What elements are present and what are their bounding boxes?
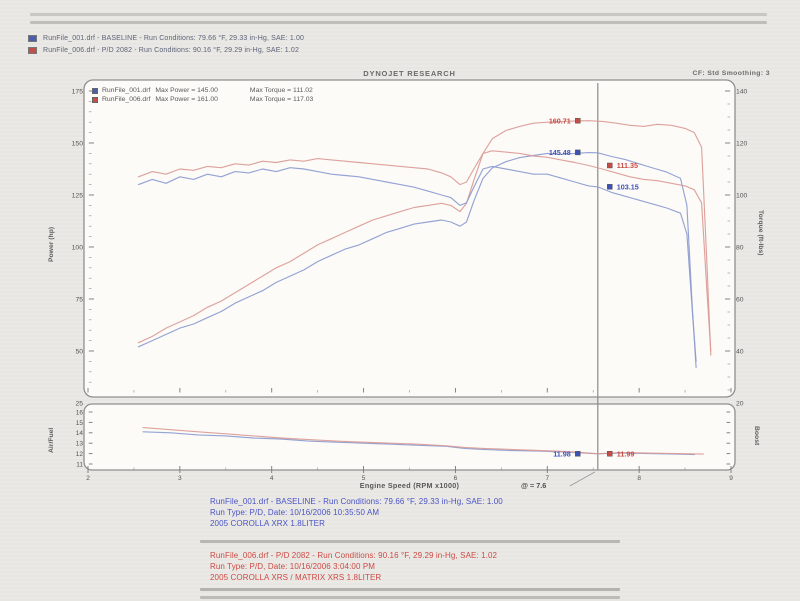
footer-pd-line2: Run Type: P/D, Date: 10/16/2006 3:04:00 … — [210, 562, 376, 571]
pd-curve-swatch-icon — [92, 96, 98, 103]
svg-text:7: 7 — [545, 475, 549, 482]
main-panel-frame — [83, 79, 736, 398]
callout-value: 111.35 — [617, 161, 638, 170]
callout-marker-icon — [607, 162, 613, 169]
pd-file-label: RunFile_006.drf — [102, 96, 151, 103]
callout-value: 145.48 — [549, 148, 571, 157]
baseline-color-swatch-icon — [28, 35, 37, 42]
svg-text:2: 2 — [86, 475, 90, 482]
callout-marker-icon — [607, 451, 613, 457]
footer-baseline-line3: 2005 COROLLA XRX 1.8LITER — [210, 519, 325, 528]
pd-max-power: Max Power = 161.00 — [155, 96, 218, 103]
svg-text:25: 25 — [75, 400, 83, 407]
footer-pd-line3: 2005 COROLLA XRS / MATRIX XRS 1.8LITER — [210, 573, 382, 582]
callout-value: 160.71 — [549, 116, 571, 125]
in-chart-legend: RunFile_001.drf Max Power = 145.00 Max T… — [92, 87, 313, 105]
footer-baseline-line2: Run Type: P/D, Date: 10/16/2006 10:35:50… — [210, 508, 380, 517]
scan-bar-bottom-2 — [200, 596, 620, 599]
svg-text:150: 150 — [72, 140, 84, 147]
svg-text:9: 9 — [729, 475, 733, 482]
scan-bar-top-2 — [30, 21, 767, 24]
baseline-curve-swatch-icon — [92, 87, 98, 94]
svg-text:125: 125 — [72, 192, 84, 199]
callout-marker-icon — [607, 184, 613, 190]
svg-text:12: 12 — [76, 451, 84, 458]
svg-text:50: 50 — [75, 348, 83, 355]
scan-bar-bottom-1 — [200, 588, 620, 591]
svg-text:60: 60 — [736, 296, 744, 303]
in-chart-legend-row-pd: RunFile_006.drf Max Power = 161.00 Max T… — [92, 96, 313, 103]
torque-axis-title: Torque (ft-lbs) — [757, 210, 764, 256]
footer-baseline-block: RunFile_001.drf - BASELINE - Run Conditi… — [210, 496, 640, 529]
callout-marker-icon — [575, 118, 581, 124]
run-legend-row-baseline: RunFile_001.drf - BASELINE - Run Conditi… — [28, 35, 304, 42]
svg-text:100: 100 — [736, 192, 748, 199]
afr-axis-title: Air/Fuel — [48, 427, 55, 453]
cursor-pointer-line — [569, 471, 596, 487]
svg-text:15: 15 — [76, 420, 84, 427]
baseline-max-power: Max Power = 145.00 — [155, 87, 218, 94]
correction-smoothing-label: CF: Std Smoothing: 3 — [692, 70, 770, 77]
svg-text:120: 120 — [736, 140, 748, 147]
run-legend-pd-label: RunFile_006.drf - P/D 2082 - Run Conditi… — [43, 47, 299, 54]
callout-value: 11.98 — [553, 449, 571, 458]
svg-text:14: 14 — [76, 430, 84, 437]
svg-text:80: 80 — [736, 244, 744, 251]
svg-text:75: 75 — [75, 296, 83, 303]
in-chart-legend-row-baseline: RunFile_001.drf Max Power = 145.00 Max T… — [92, 87, 313, 94]
run-legend-baseline-label: RunFile_001.drf - BASELINE - Run Conditi… — [43, 35, 305, 42]
callout-value: 11.99 — [617, 449, 635, 458]
cursor-readout-label: @ = 7.6 — [521, 481, 547, 490]
scan-bar-top-1 — [30, 13, 767, 16]
x-axis-title: Engine Speed (RPM x1000) — [359, 481, 460, 490]
svg-text:5: 5 — [362, 475, 366, 482]
baseline-torque-curve — [137, 165, 697, 362]
pd-power-curve — [137, 120, 712, 356]
svg-text:20: 20 — [736, 400, 744, 407]
pd-color-swatch-icon — [28, 47, 37, 54]
boost-axis-title: Boost — [753, 426, 760, 446]
chart-title: DYNOJET RESEARCH — [363, 69, 456, 78]
svg-text:100: 100 — [72, 244, 84, 251]
footer-pd-block: RunFile_006.drf - P/D 2082 - Run Conditi… — [210, 550, 640, 583]
pd-max-torque: Max Torque = 117.03 — [249, 96, 314, 103]
afr-panel-frame — [83, 403, 736, 471]
pd-torque-curve — [137, 150, 712, 352]
svg-text:11: 11 — [76, 461, 83, 468]
svg-text:16: 16 — [76, 409, 84, 416]
svg-text:140: 140 — [736, 88, 748, 95]
scan-bar-mid — [200, 540, 620, 543]
baseline-power-curve — [137, 152, 697, 369]
svg-text:4: 4 — [270, 475, 274, 482]
baseline-max-torque: Max Torque = 111.02 — [249, 87, 313, 94]
svg-text:175: 175 — [72, 88, 84, 95]
run-legend-row-pd: RunFile_006.drf - P/D 2082 - Run Conditi… — [28, 47, 299, 54]
callout-marker-icon — [575, 149, 581, 156]
svg-text:40: 40 — [736, 348, 744, 355]
svg-text:8: 8 — [637, 475, 641, 482]
svg-text:3: 3 — [178, 475, 182, 482]
power-axis-title: Power (hp) — [48, 226, 55, 262]
footer-pd-line1: RunFile_006.drf - P/D 2082 - Run Conditi… — [210, 551, 498, 560]
callout-value: 103.15 — [617, 182, 639, 191]
svg-text:13: 13 — [76, 441, 84, 448]
baseline-file-label: RunFile_001.drf — [102, 87, 151, 94]
svg-text:6: 6 — [454, 475, 458, 482]
callout-marker-icon — [575, 451, 581, 457]
footer-baseline-line1: RunFile_001.drf - BASELINE - Run Conditi… — [210, 497, 503, 506]
